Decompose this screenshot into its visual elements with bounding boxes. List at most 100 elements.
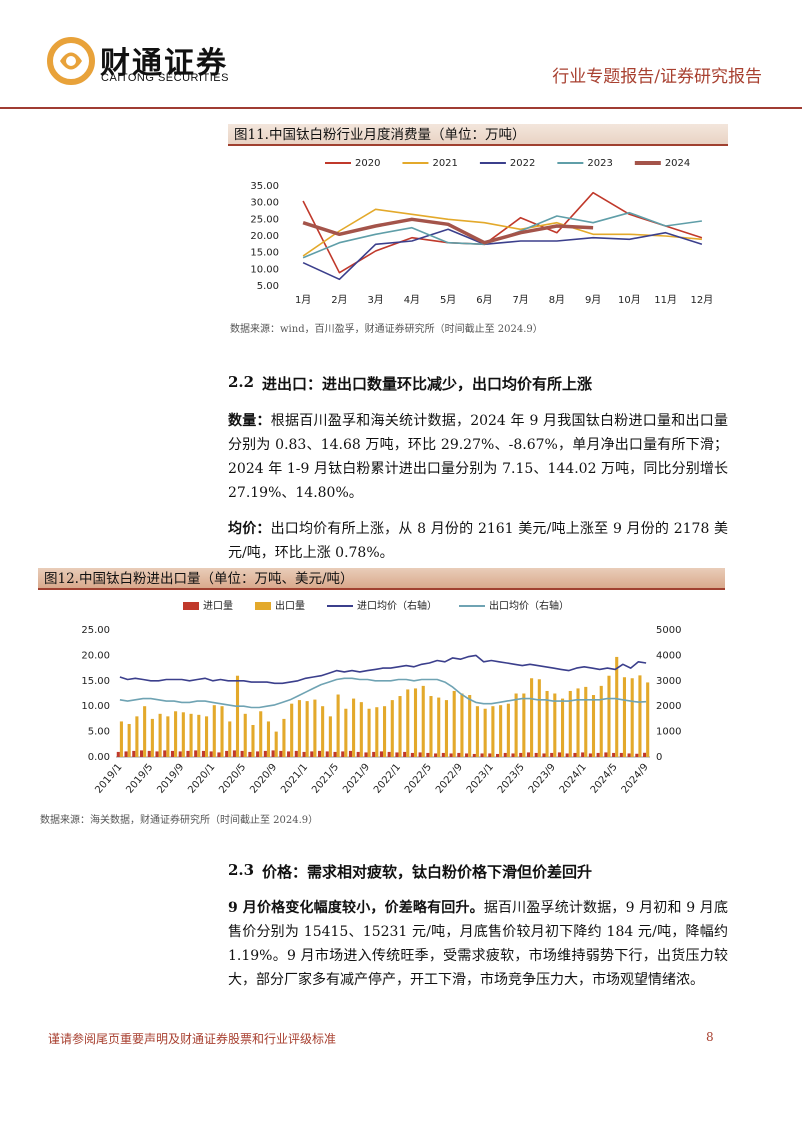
bar — [119, 721, 123, 757]
bar — [457, 752, 461, 757]
bar — [452, 690, 456, 757]
line — [302, 228, 703, 281]
legend-swatch — [255, 602, 271, 610]
bar — [287, 751, 291, 757]
bar — [174, 711, 178, 757]
bar — [584, 686, 588, 757]
x-tick-label: 2021/5 — [310, 762, 341, 796]
x-tick-label: 2023/9 — [527, 762, 558, 796]
bar — [406, 689, 410, 757]
bar — [410, 752, 414, 757]
x-tick-label: 2020/9 — [248, 762, 279, 796]
legend-label: 2020 — [355, 158, 380, 169]
text: 据百川盈孚统计数据，9 月初和 9 月底售价分别为 15415、15231 元/… — [228, 900, 728, 988]
x-tick-label: 2022/9 — [434, 762, 465, 796]
bar — [635, 753, 639, 757]
paragraph: 均价：出口均价有所上涨，从 8 月份的 2161 美元/吨上涨至 9 月份的 2… — [228, 517, 728, 565]
bar — [483, 708, 487, 757]
bar — [163, 750, 167, 757]
bar — [256, 751, 260, 757]
x-tick-label: 7月 — [512, 294, 528, 306]
x-tick-label: 11月 — [654, 294, 677, 306]
legend-label: 2022 — [510, 158, 535, 169]
bar — [503, 752, 507, 757]
bar — [599, 685, 603, 757]
bar — [627, 753, 631, 757]
x-tick-label: 6月 — [476, 294, 492, 306]
line — [119, 654, 647, 685]
bar — [158, 713, 162, 757]
bar — [506, 703, 510, 757]
y-tick-label: 25.00 — [250, 214, 279, 225]
section-title: 价格：需求相对疲软，钛白粉价格下滑但价差回升 — [262, 863, 593, 881]
bar — [356, 751, 360, 757]
bar — [565, 753, 569, 757]
bar — [550, 752, 554, 757]
bar — [348, 750, 353, 757]
text: 根据百川盈孚和海关统计数据，2024 年 9 月我国钛白粉进口量和出口量分别为 … — [228, 413, 729, 501]
bar — [282, 718, 286, 757]
bar — [553, 693, 557, 757]
bar — [178, 751, 182, 757]
bar — [352, 698, 356, 757]
bar — [514, 693, 518, 757]
bar — [615, 656, 619, 757]
bar — [217, 752, 221, 757]
bar — [568, 690, 572, 757]
bar — [302, 751, 306, 757]
bar — [561, 698, 565, 757]
bar — [279, 750, 283, 757]
bar — [341, 751, 345, 757]
bar — [468, 695, 472, 757]
bar — [534, 752, 538, 757]
bar — [499, 705, 503, 757]
bar — [170, 750, 175, 757]
bar — [441, 752, 445, 757]
bar — [526, 752, 531, 757]
legend-label: 2021 — [432, 158, 457, 169]
bar — [557, 752, 561, 757]
section-title: 进出口：进出口数量环比减少，出口均价有所上涨 — [262, 375, 593, 393]
bar — [147, 750, 151, 757]
bar — [460, 693, 464, 757]
bar — [418, 752, 422, 757]
bar — [429, 696, 433, 757]
y-tick-label: 20.00 — [81, 650, 110, 661]
bar — [328, 716, 332, 757]
bar — [522, 693, 526, 757]
y2-tick-label: 0 — [656, 752, 662, 763]
bar — [573, 752, 577, 757]
bar — [228, 721, 232, 757]
y-tick-label: 25.00 — [81, 625, 110, 636]
lead: 9 月价格变化幅度较小，价差略有回升。 — [228, 900, 484, 916]
bar — [545, 690, 549, 757]
chart: 5.00 10.00 15.00 20.00 25.00 30.00 35.00 1月 2月 3月… — [250, 158, 714, 306]
bar — [197, 714, 201, 757]
line — [302, 217, 594, 245]
source: 数据来源：wind，百川盈孚，财通证券研究所（时间截止至 2024.9） — [230, 324, 543, 335]
x-tick-label: 8月 — [549, 294, 565, 306]
legend-label: 出口均价（右轴） — [489, 599, 569, 612]
bar — [495, 753, 500, 757]
x-tick-label: 2024/9 — [620, 762, 651, 796]
line — [302, 208, 702, 257]
y-tick-label: 35.00 — [250, 181, 279, 192]
bar — [475, 706, 479, 757]
bar — [325, 751, 329, 757]
x-tick-label: 2023/5 — [496, 762, 527, 796]
bar — [488, 753, 492, 757]
bar — [336, 694, 340, 757]
legend-swatch — [183, 602, 199, 610]
y-tick-label: 15.00 — [81, 676, 110, 687]
x-tick-label: 2024/1 — [558, 762, 589, 796]
figure-caption: 图11.中国钛白粉行业月度消费量（单位：万吨） — [228, 124, 728, 146]
bar — [194, 750, 198, 757]
x-tick-label: 12月 — [691, 294, 714, 306]
x-tick-label: 3月 — [367, 294, 383, 306]
legend-label: 2023 — [587, 158, 612, 169]
bar — [421, 685, 425, 757]
bar — [537, 679, 541, 757]
bar — [372, 751, 376, 757]
y-tick-label: 5.00 — [88, 727, 110, 738]
bar — [263, 750, 267, 757]
